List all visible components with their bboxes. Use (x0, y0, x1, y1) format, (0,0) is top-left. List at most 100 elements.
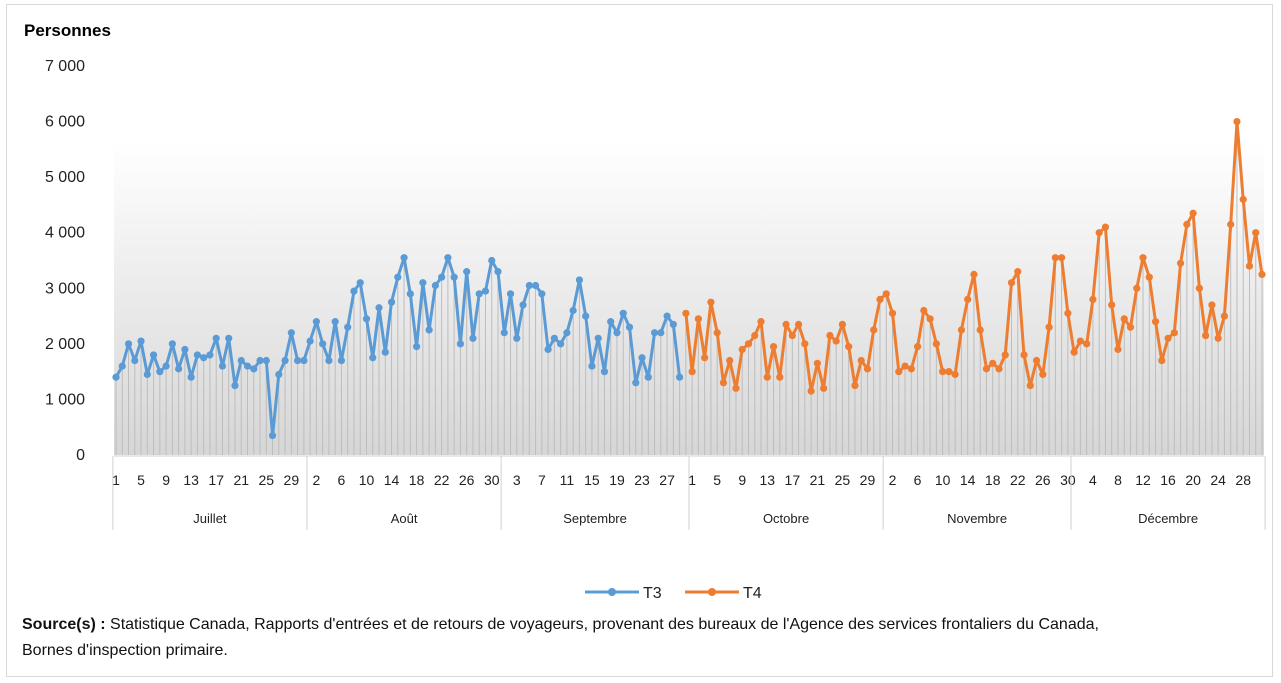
legend: T3 T4 (585, 585, 762, 602)
data-point (1158, 356, 1166, 365)
data-point (820, 384, 828, 392)
data-point (550, 334, 558, 342)
data-point (1051, 254, 1059, 262)
data-point (863, 365, 872, 373)
data-point (294, 356, 302, 365)
data-point (857, 356, 865, 365)
x-tick-label: 10 (935, 472, 951, 488)
source-text: Statistique Canada, Rapports d'entrées e… (22, 616, 1099, 659)
x-tick-label: 20 (1185, 472, 1201, 488)
data-point (1058, 254, 1066, 262)
data-point (544, 345, 552, 354)
data-point (1114, 345, 1122, 354)
data-point (726, 356, 734, 365)
data-point (607, 318, 615, 326)
x-tick-label: 6 (338, 472, 346, 488)
data-point (895, 368, 903, 376)
y-tick-label: 7 000 (45, 58, 85, 75)
x-tick-label: 18 (985, 472, 1001, 488)
data-point (112, 373, 120, 381)
data-point (1183, 220, 1191, 228)
data-point (431, 281, 439, 290)
data-point (732, 384, 740, 392)
data-point (450, 273, 458, 281)
data-point (826, 331, 834, 340)
y-axis-ticks: 0 1 000 2 000 3 000 4 000 5 000 6 000 7 000 (45, 58, 85, 464)
data-point (175, 365, 183, 373)
x-tick-label: 30 (1060, 472, 1076, 488)
x-tick-label: 23 (634, 472, 650, 488)
x-tick-label: 17 (785, 472, 801, 488)
month-label: Juillet (193, 511, 227, 526)
data-point (1064, 309, 1072, 317)
data-point (1139, 254, 1147, 262)
data-point (1195, 284, 1203, 292)
data-point (707, 298, 715, 306)
data-point (406, 290, 414, 298)
data-point (976, 326, 984, 334)
data-point (663, 312, 671, 320)
data-point (989, 359, 997, 367)
x-tick-label: 24 (1210, 472, 1226, 488)
data-point (1014, 268, 1022, 276)
data-point (957, 326, 966, 334)
data-point (1070, 348, 1078, 356)
x-tick-label: 12 (1135, 472, 1151, 488)
x-tick-label: 14 (960, 472, 976, 488)
data-point (970, 270, 978, 278)
data-point (469, 334, 477, 342)
data-point (638, 354, 646, 362)
x-tick-label: 4 (1089, 472, 1097, 488)
data-point (757, 318, 765, 326)
data-point (212, 334, 220, 342)
data-point (688, 368, 696, 376)
y-axis-title: Personnes (24, 21, 111, 40)
data-point (1083, 340, 1091, 348)
data-point (519, 301, 527, 309)
data-point (1126, 323, 1135, 331)
data-point (481, 287, 490, 295)
data-point (1045, 323, 1053, 331)
data-point (1176, 259, 1185, 267)
data-point (1026, 381, 1034, 390)
data-point (1258, 270, 1266, 278)
data-point (475, 290, 483, 298)
data-point (619, 309, 627, 317)
legend-marker (608, 588, 616, 596)
data-point (306, 337, 314, 345)
data-point (124, 340, 133, 348)
x-tick-label: 3 (513, 472, 521, 488)
x-tick-label: 7 (538, 472, 546, 488)
data-point (569, 306, 577, 315)
data-point (939, 368, 947, 376)
x-tick-label: 19 (609, 472, 625, 488)
y-tick-label: 6 000 (45, 114, 85, 131)
data-point (350, 287, 358, 295)
data-point (513, 334, 521, 342)
data-point (331, 318, 339, 326)
data-point (400, 254, 408, 262)
x-tick-label: 1 (112, 472, 120, 488)
data-point (1076, 337, 1084, 345)
data-point (713, 329, 721, 337)
data-point (613, 329, 621, 337)
x-tick-label: 5 (137, 472, 145, 488)
data-point (851, 381, 859, 390)
data-point (319, 340, 327, 348)
data-point (118, 362, 126, 370)
x-tick-label: 10 (359, 472, 375, 488)
data-point (888, 309, 897, 317)
chart-frame (6, 4, 1273, 677)
plot-gradient (114, 140, 1264, 455)
data-point (381, 348, 389, 356)
data-point (588, 362, 596, 370)
data-point (1208, 301, 1216, 309)
data-point (156, 368, 164, 376)
month-label: Novembre (947, 511, 1007, 526)
x-tick-label: 14 (384, 472, 400, 488)
x-tick-label: 25 (259, 472, 275, 488)
x-tick-label: 29 (284, 472, 300, 488)
x-tick-label: 28 (1235, 472, 1251, 488)
data-point (744, 340, 753, 348)
